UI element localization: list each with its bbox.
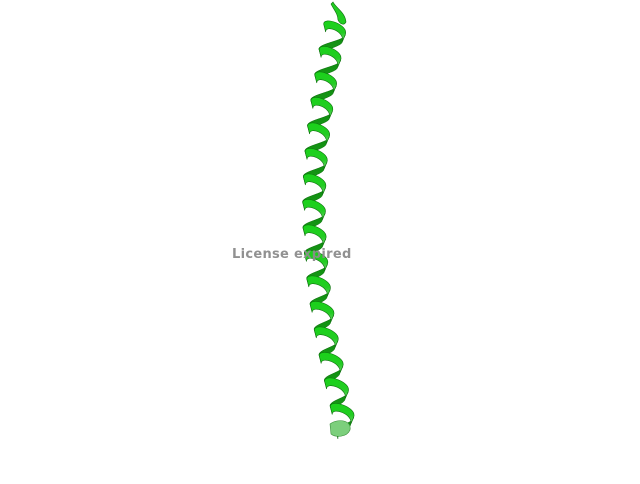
- helix-front-turn: [302, 199, 326, 221]
- helix-front-turn: [309, 301, 335, 323]
- helix-front-turn: [302, 224, 327, 246]
- license-watermark: License expired: [232, 247, 352, 262]
- helix-front-turn: [314, 71, 337, 93]
- helix-front-turn: [310, 97, 333, 119]
- helix-front-turn: [304, 148, 328, 170]
- helix-front-turn: [304, 250, 328, 272]
- helix-c-terminus: [329, 420, 351, 437]
- helix-front-turn: [306, 275, 331, 297]
- helix-front-turn: [318, 46, 342, 68]
- helix-front-turn: [329, 403, 355, 425]
- helix-front-turn: [318, 352, 344, 374]
- helix-front-turn: [323, 20, 346, 42]
- helix-front-turn: [324, 377, 349, 399]
- helix-front-turn: [303, 173, 327, 195]
- helix-front-strands: [302, 1, 355, 437]
- helix-front-turn: [307, 122, 330, 144]
- helix-n-terminus: [330, 1, 347, 25]
- helix-front-turn: [314, 326, 339, 348]
